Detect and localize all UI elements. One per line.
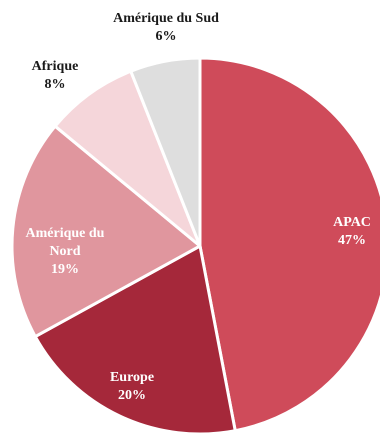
pie-category-label: Amérique du xyxy=(26,226,105,241)
pie-value-label: 8% xyxy=(45,77,66,92)
pie-category-label: Afrique xyxy=(32,59,79,74)
pie-category-label: APAC xyxy=(333,215,371,230)
pie-label-4: Amérique du Sud 6% xyxy=(113,11,219,44)
pie-category-label: Nord xyxy=(49,244,80,259)
pie-value-label: 19% xyxy=(51,262,79,277)
pie-value-label: 6% xyxy=(156,29,177,44)
pie-value-label: 20% xyxy=(118,388,146,403)
pie-category-label: Europe xyxy=(110,370,154,385)
pie-label-3: Afrique 8% xyxy=(32,59,79,92)
pie-value-label: 47% xyxy=(338,233,366,248)
pie-category-label: Amérique du Sud xyxy=(113,11,219,26)
